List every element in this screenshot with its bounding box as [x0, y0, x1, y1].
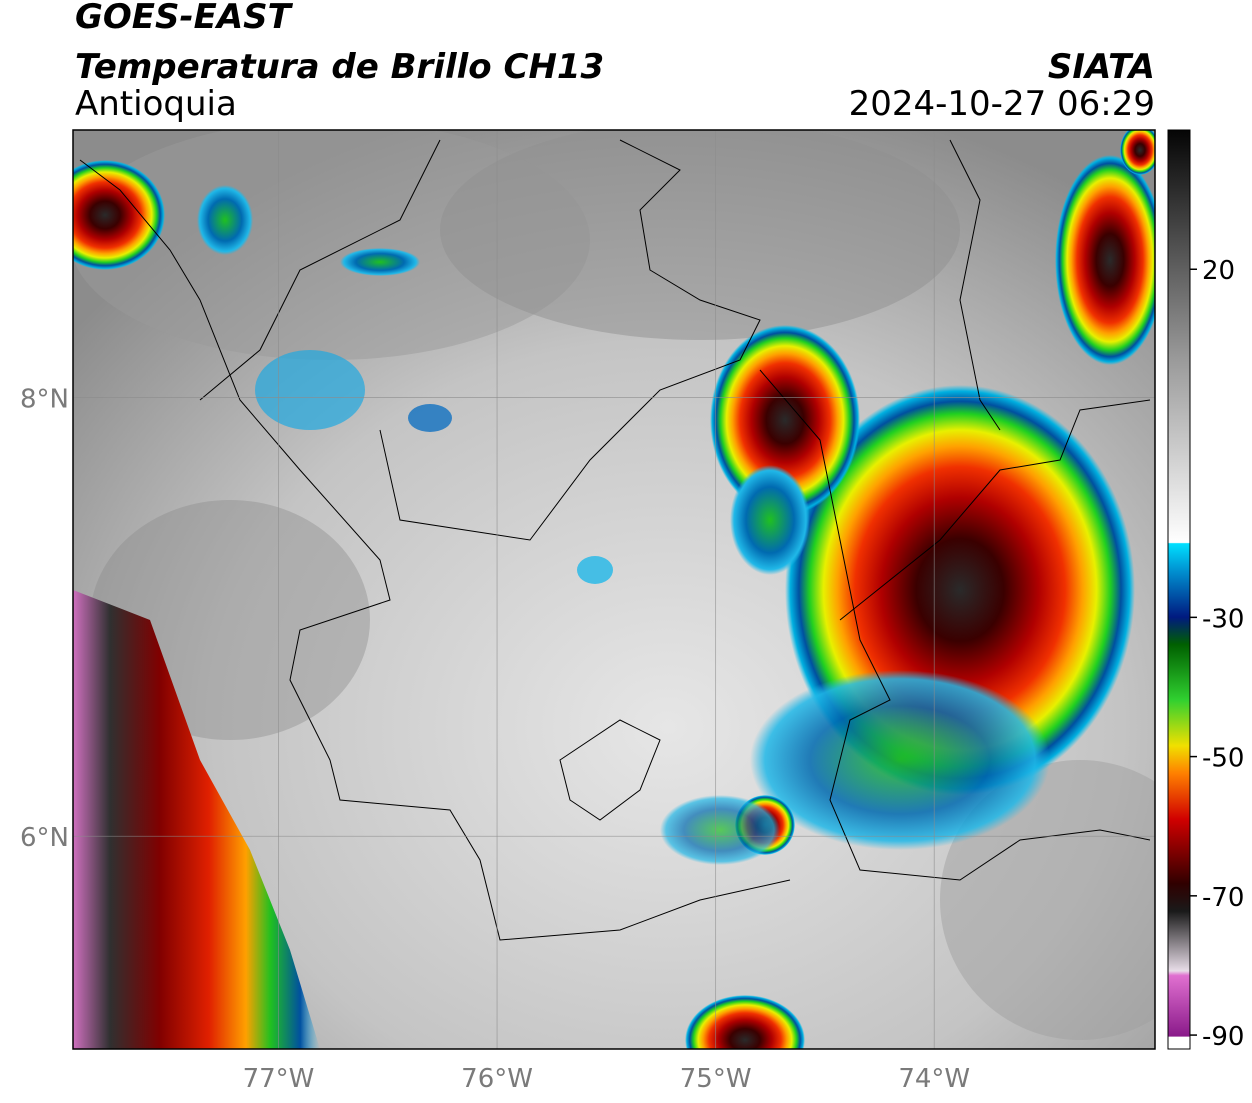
- lon-tick-label: 76°W: [461, 1064, 533, 1094]
- colorbar-tick-label: -90: [1202, 1022, 1244, 1052]
- map-imagery: [73, 130, 1155, 1049]
- colorbar-tick-label: -70: [1202, 883, 1244, 913]
- map-frame: [72, 129, 1156, 1050]
- lat-tick-label: 6°N: [20, 823, 69, 853]
- agency: SIATA: [1048, 47, 1155, 87]
- lon-tick-label: 74°W: [898, 1064, 970, 1094]
- product: Temperatura de Brillo CH13: [75, 47, 604, 87]
- lat-tick-label: 8°N: [20, 385, 69, 415]
- title: GOES-EAST: [75, 0, 294, 37]
- lon-tick-label: 75°W: [680, 1064, 752, 1094]
- colorbar-tick-label: 20: [1202, 256, 1235, 286]
- graticule: [73, 130, 1155, 1049]
- region: Antioquia: [75, 84, 237, 124]
- colorbar-tick-label: -30: [1202, 604, 1244, 634]
- timestamp: 2024-10-27 06:29: [849, 84, 1155, 124]
- colorbar-tick-label: -50: [1202, 744, 1244, 774]
- colorbar: [1167, 129, 1191, 1050]
- lon-tick-label: 77°W: [243, 1064, 315, 1094]
